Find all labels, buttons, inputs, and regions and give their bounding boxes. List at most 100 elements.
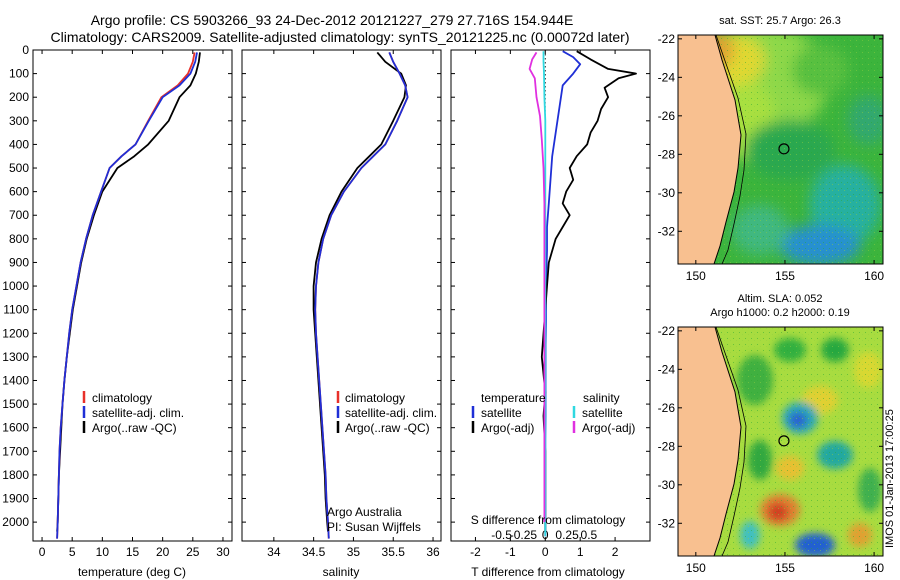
argo-location-marker	[778, 143, 790, 155]
difference-legend: temperature salinity satellite Argo(-adj…	[471, 391, 635, 435]
salinity-panel-frame	[241, 49, 442, 542]
depth-tick-label: 400	[9, 137, 29, 151]
depth-tick-label: 500	[9, 161, 29, 175]
lon-tick-label: 155	[775, 269, 795, 283]
lon-tick-label: 150	[686, 269, 706, 283]
depth-tick-label: 0	[22, 43, 29, 57]
depth-tick-label: 300	[9, 114, 29, 128]
legend-title-salinity: salinity	[583, 391, 620, 405]
difference-plot: -2 -1 0 1 2-0.5-0.25 0 0.25 0.5	[470, 50, 637, 559]
legend-title-temperature: temperature	[481, 391, 546, 405]
x-tick-label: 15	[126, 545, 140, 559]
series-line-climatology	[56, 52, 196, 539]
sla-map-title-line2: Argo h1000: 0.2 h2000: 0.19	[710, 307, 849, 319]
lat-tick-label: -26	[658, 109, 676, 123]
depth-tick-label: 900	[9, 255, 29, 269]
lat-tick-label: -32	[658, 224, 676, 238]
series-line-s-argo-adj-	[528, 51, 546, 523]
difference-xlabel-top: S difference from climatology	[471, 513, 626, 527]
legend-label: satellite	[582, 406, 623, 420]
lat-tick-label: -22	[658, 324, 676, 338]
x-tick-label: 1	[577, 545, 584, 559]
depth-tick-label: 1500	[2, 397, 29, 411]
depth-tick-label: 100	[9, 67, 29, 81]
depth-tick-label: 1000	[2, 279, 29, 293]
imos-timestamp: IMOS 01-Jan-2013 17:00:25	[884, 409, 896, 548]
series-line-satellite-adj-clim-	[56, 52, 198, 539]
series-line-climatology	[314, 52, 409, 539]
x-tick-label: -2	[470, 545, 481, 559]
lat-tick-label: -30	[658, 186, 676, 200]
salinity-legend: climatology satellite-adj. clim. Argo(..…	[327, 391, 437, 534]
x-tick-label: 2	[612, 545, 619, 559]
x-tick-label: 35	[347, 545, 361, 559]
sst-map-frame	[677, 34, 884, 265]
s-tick-label: -0.25	[510, 528, 538, 542]
temperature-panel-frame	[32, 49, 233, 542]
s-tick-label: 0.5	[581, 528, 598, 542]
figure-title-line2: Climatology: CARS2009. Satellite-adjuste…	[51, 29, 630, 45]
x-tick-label: 30	[216, 545, 230, 559]
depth-tick-label: 1300	[2, 350, 29, 364]
temperature-plot: 0 5 10 15 20 25 30	[39, 50, 230, 559]
x-tick-label: 25	[186, 545, 200, 559]
sst-map-title: sat. SST: 25.7 Argo: 26.3	[719, 15, 841, 27]
difference-panel-frame	[450, 49, 651, 542]
x-tick-label: 0	[542, 545, 549, 559]
lat-tick-label: -32	[658, 516, 676, 530]
lat-tick-label: -28	[658, 147, 676, 161]
depth-tick-label: 600	[9, 185, 29, 199]
legend-label: Argo(..raw -QC)	[92, 421, 177, 435]
series-line-t-satellite	[544, 50, 582, 537]
argo-location-marker	[778, 435, 790, 447]
depth-tick-label: 700	[9, 208, 29, 222]
depth-tick-label: 200	[9, 90, 29, 104]
lat-tick-label: -26	[658, 401, 676, 415]
temperature-legend: climatology satellite-adj. clim. Argo(..…	[82, 391, 184, 435]
legend-label: climatology	[92, 391, 152, 405]
lon-tick-label: 155	[775, 561, 795, 575]
legend-label: climatology	[345, 391, 405, 405]
series-line-t-argo-adj-	[540, 50, 637, 532]
lon-tick-label: 160	[864, 561, 884, 575]
x-tick-label: 36	[426, 545, 440, 559]
legend-label: Argo(-adj)	[582, 421, 635, 435]
depth-tick-label: 1700	[2, 444, 29, 458]
lon-tick-label: 150	[686, 561, 706, 575]
depth-tick-label: 1100	[3, 303, 29, 317]
s-tick-label: 0.25	[555, 528, 579, 542]
x-tick-label: 0	[39, 545, 46, 559]
depth-tick-label: 2000	[2, 515, 29, 529]
legend-label: satellite	[481, 406, 522, 420]
sst-map-axes: 150 155 160 -22 -24 -26 -28 -30 -32	[658, 32, 885, 283]
lat-tick-label: -24	[658, 362, 676, 376]
legend-label: Argo(..raw -QC)	[345, 421, 430, 435]
x-tick-label: 34.5	[302, 545, 326, 559]
x-tick-label: -1	[505, 545, 516, 559]
lat-tick-label: -24	[658, 70, 676, 84]
salinity-annotation-line2: PI: Susan Wijffels	[327, 520, 421, 534]
depth-tick-label: 800	[9, 232, 29, 246]
sla-map-axes: 150 155 160 -22 -24 -26 -28 -30 -32	[658, 324, 885, 575]
figure-title-line1: Argo profile: CS 5903266_93 24-Dec-2012 …	[91, 12, 574, 28]
sla-map-frame	[677, 326, 884, 557]
x-tick-label: 10	[96, 545, 110, 559]
x-tick-label: 5	[69, 545, 76, 559]
lat-tick-label: -28	[658, 439, 676, 453]
salinity-plot: 34 34.5 35 35.5 36	[267, 50, 440, 559]
lat-tick-label: -30	[658, 478, 676, 492]
depth-axis: 0 100 200 300 400 500 600 700 800 900 1000 1100 1200…	[2, 43, 650, 529]
legend-label: satellite-adj. clim.	[92, 406, 184, 420]
x-tick-label: 20	[156, 545, 170, 559]
salinity-xlabel: salinity	[323, 565, 360, 579]
legend-label: Argo(-adj)	[481, 421, 534, 435]
lon-tick-label: 160	[864, 269, 884, 283]
series-line-satellite-adj-clim-	[314, 52, 409, 539]
salinity-annotation-line1: Argo Australia	[327, 505, 402, 519]
series-line-argo-raw-qc-	[56, 52, 201, 532]
lat-tick-label: -22	[658, 32, 676, 46]
sla-map-title-line1: Altim. SLA: 0.052	[738, 293, 823, 305]
depth-tick-label: 1200	[2, 326, 29, 340]
difference-xlabel: T difference from climatology	[471, 565, 625, 579]
